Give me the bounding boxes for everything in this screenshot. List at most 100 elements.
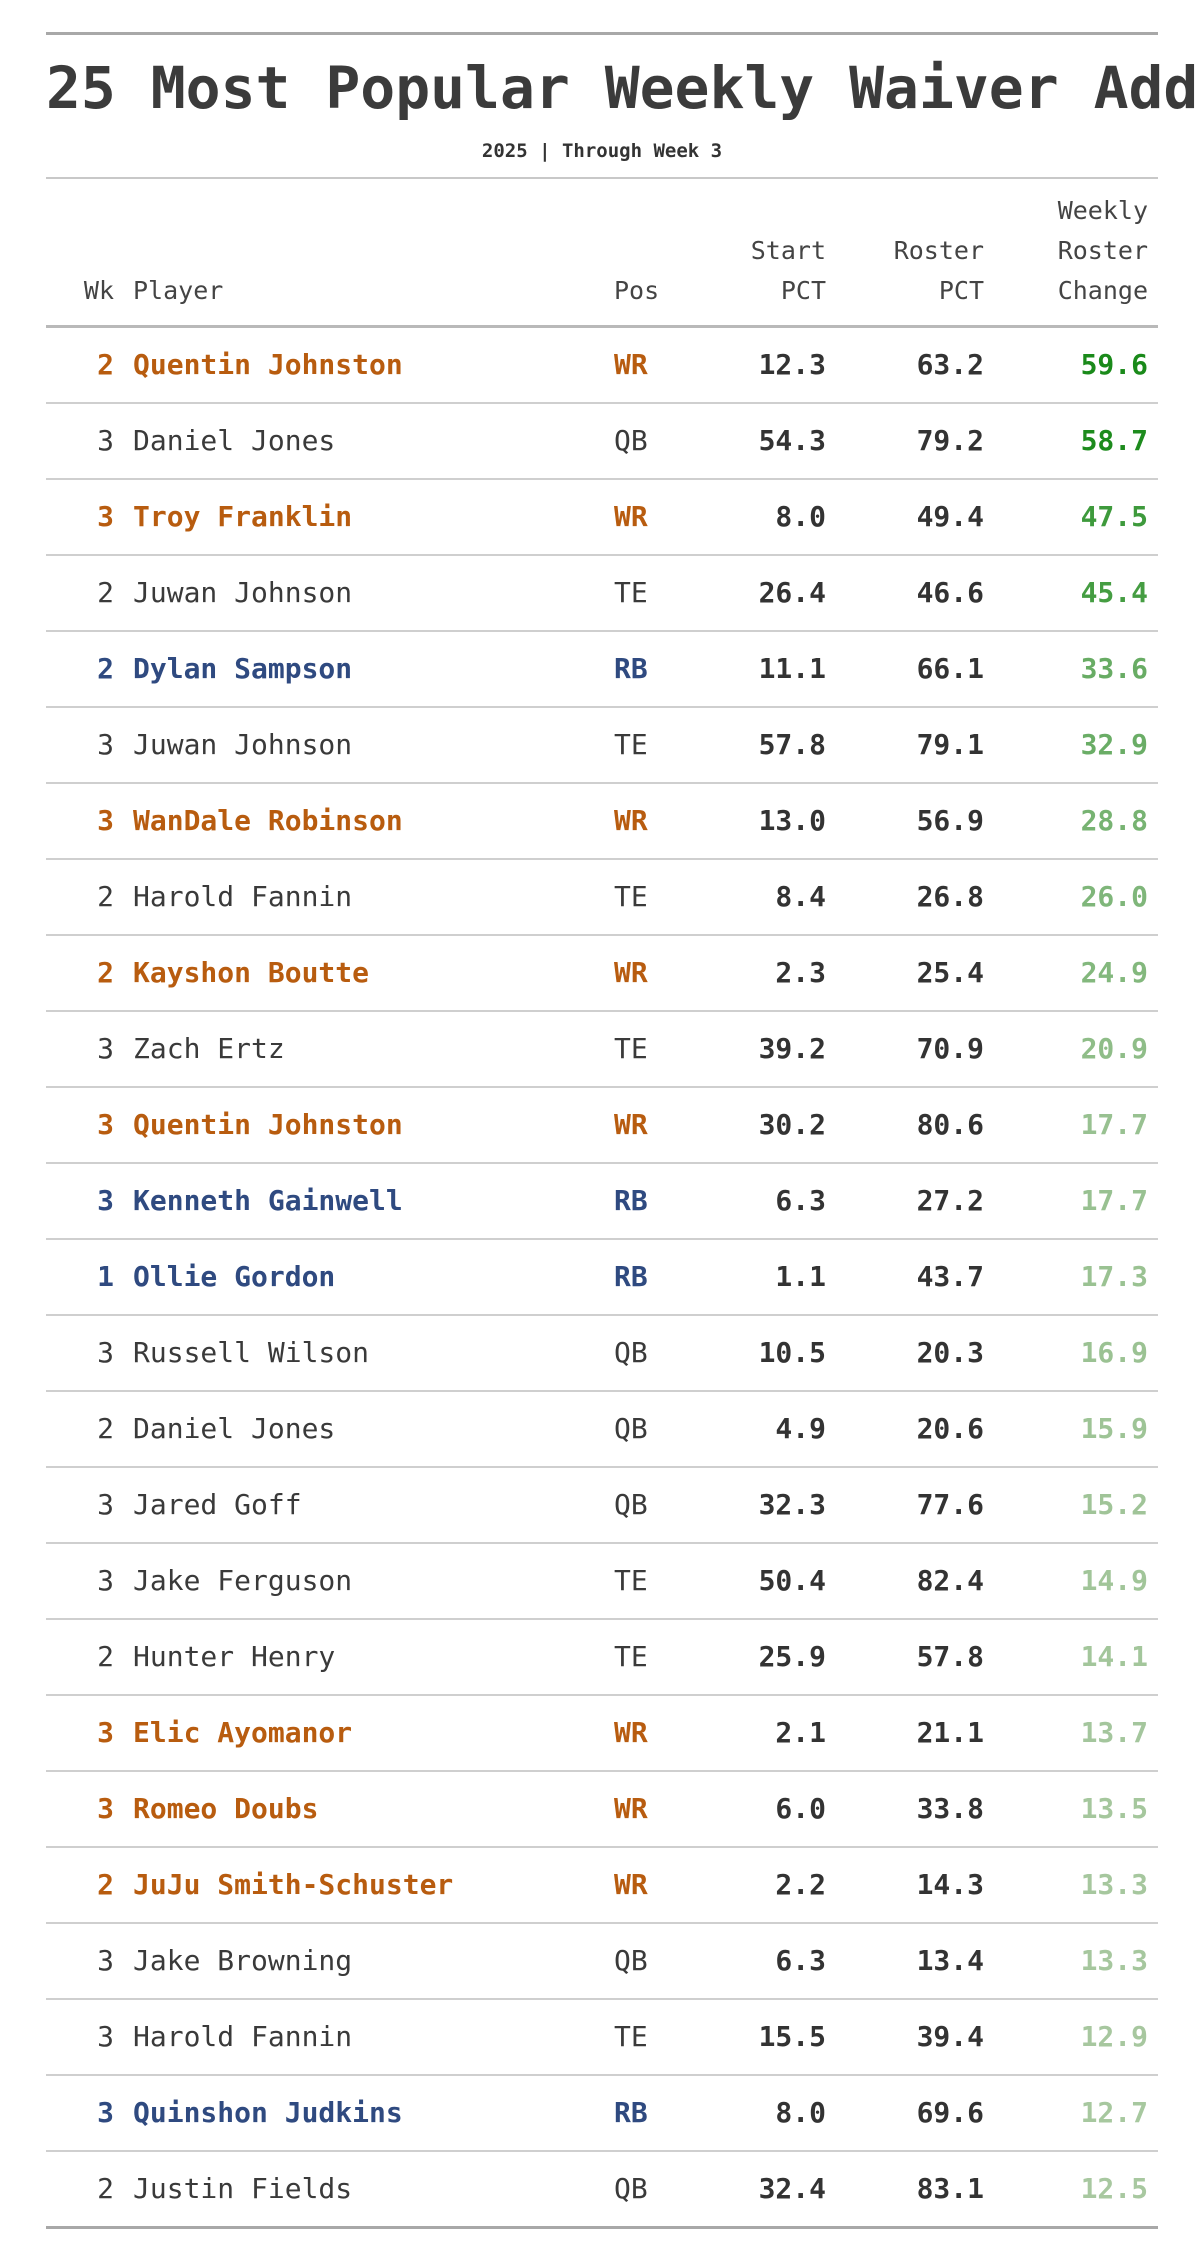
cell-player: Daniel Jones: [133, 1412, 336, 1445]
cell-pos: RB: [614, 652, 648, 685]
cell-roster-change: 16.9: [1080, 1336, 1148, 1369]
cell-player: Dylan Sampson: [133, 652, 353, 685]
table-row: 3 Russell Wilson QB 10.5 20.3 16.9: [46, 1316, 1158, 1392]
cell-roster-pct: 82.4: [916, 1564, 984, 1597]
cell-start-pct: 50.4: [758, 1564, 826, 1597]
cell-roster-change: 13.3: [1080, 1868, 1148, 1901]
table-row: 2 Hunter Henry TE 25.9 57.8 14.1: [46, 1620, 1158, 1696]
cell-start-pct: 30.2: [758, 1108, 826, 1141]
cell-start-pct: 54.3: [758, 424, 826, 457]
cell-roster-change: 47.5: [1080, 500, 1148, 533]
header-roster-line2: PCT: [938, 276, 984, 305]
title-divider: [46, 177, 1158, 179]
header-wk: Wk: [83, 276, 114, 305]
cell-roster-pct: 69.6: [916, 2096, 984, 2129]
cell-start-pct: 32.4: [758, 2172, 826, 2205]
cell-wk: 3: [97, 424, 114, 457]
cell-start-pct: 8.4: [775, 880, 826, 913]
table-row: 3 Jake Browning QB 6.3 13.4 13.3: [46, 1924, 1158, 2000]
cell-wk: 3: [97, 728, 114, 761]
cell-wk: 2: [97, 1640, 114, 1673]
cell-roster-pct: 39.4: [916, 2020, 984, 2053]
cell-player: Juwan Johnson: [133, 576, 353, 609]
table-row: 3 Juwan Johnson TE 57.8 79.1 32.9: [46, 708, 1158, 784]
cell-pos: TE: [614, 2020, 648, 2053]
cell-player: Harold Fannin: [133, 2020, 353, 2053]
cell-pos: TE: [614, 1640, 648, 1673]
cell-roster-change: 24.9: [1080, 956, 1148, 989]
cell-wk: 2: [97, 2172, 114, 2205]
cell-start-pct: 1.1: [775, 1260, 826, 1293]
cell-player: Troy Franklin: [133, 500, 353, 533]
cell-start-pct: 13.0: [758, 804, 826, 837]
cell-wk: 3: [97, 500, 114, 533]
cell-pos: TE: [614, 880, 648, 913]
cell-roster-change: 26.0: [1080, 880, 1148, 913]
cell-pos: WR: [614, 348, 648, 381]
cell-player: Harold Fannin: [133, 880, 353, 913]
cell-start-pct: 8.0: [775, 500, 826, 533]
page-title: 25 Most Popular Weekly Waiver Adds: [46, 54, 1200, 122]
cell-start-pct: 32.3: [758, 1488, 826, 1521]
cell-player: Justin Fields: [133, 2172, 353, 2205]
header-change-line1: Weekly: [1057, 196, 1148, 225]
cell-roster-pct: 79.2: [916, 424, 984, 457]
cell-roster-change: 59.6: [1080, 348, 1148, 381]
table-row: 2 Justin Fields QB 32.4 83.1 12.5: [46, 2152, 1158, 2229]
cell-roster-pct: 21.1: [916, 1716, 984, 1749]
cell-wk: 2: [97, 348, 114, 381]
cell-start-pct: 10.5: [758, 1336, 826, 1369]
cell-roster-change: 32.9: [1080, 728, 1148, 761]
cell-pos: RB: [614, 1184, 648, 1217]
cell-pos: RB: [614, 1260, 648, 1293]
cell-roster-pct: 66.1: [916, 652, 984, 685]
cell-player: Jared Goff: [133, 1488, 302, 1521]
cell-wk: 1: [97, 1260, 114, 1293]
header-change-line2: Roster: [1057, 236, 1148, 265]
cell-player: Ollie Gordon: [133, 1260, 336, 1293]
cell-pos: WR: [614, 500, 648, 533]
header-pos: Pos: [614, 276, 660, 305]
cell-roster-pct: 70.9: [916, 1032, 984, 1065]
table-row: 3 Jared Goff QB 32.3 77.6 15.2: [46, 1468, 1158, 1544]
table-row: 2 Quentin Johnston WR 12.3 63.2 59.6: [46, 328, 1158, 404]
table-row: 2 Juwan Johnson TE 26.4 46.6 45.4: [46, 556, 1158, 632]
cell-wk: 3: [97, 1488, 114, 1521]
table-row: 3 Daniel Jones QB 54.3 79.2 58.7: [46, 404, 1158, 480]
cell-wk: 3: [97, 1032, 114, 1065]
top-rule: [46, 32, 1158, 35]
cell-roster-change: 17.7: [1080, 1108, 1148, 1141]
cell-start-pct: 2.2: [775, 1868, 826, 1901]
cell-roster-pct: 43.7: [916, 1260, 984, 1293]
header-roster-line1: Roster: [893, 236, 984, 265]
cell-wk: 2: [97, 576, 114, 609]
table-row: 3 Elic Ayomanor WR 2.1 21.1 13.7: [46, 1696, 1158, 1772]
cell-pos: WR: [614, 1716, 648, 1749]
cell-roster-change: 13.7: [1080, 1716, 1148, 1749]
cell-roster-pct: 79.1: [916, 728, 984, 761]
table-row: 2 Dylan Sampson RB 11.1 66.1 33.6: [46, 632, 1158, 708]
cell-roster-pct: 27.2: [916, 1184, 984, 1217]
cell-wk: 3: [97, 804, 114, 837]
cell-pos: WR: [614, 1868, 648, 1901]
cell-player: Elic Ayomanor: [133, 1716, 353, 1749]
cell-pos: WR: [614, 804, 648, 837]
table-row: 2 Harold Fannin TE 8.4 26.8 26.0: [46, 860, 1158, 936]
table-row: 3 Quinshon Judkins RB 8.0 69.6 12.7: [46, 2076, 1158, 2152]
cell-pos: WR: [614, 1792, 648, 1825]
cell-player: Kenneth Gainwell: [133, 1184, 403, 1217]
cell-start-pct: 57.8: [758, 728, 826, 761]
cell-roster-change: 12.9: [1080, 2020, 1148, 2053]
cell-start-pct: 8.0: [775, 2096, 826, 2129]
cell-roster-change: 12.7: [1080, 2096, 1148, 2129]
cell-pos: RB: [614, 2096, 648, 2129]
cell-roster-pct: 33.8: [916, 1792, 984, 1825]
cell-pos: WR: [614, 956, 648, 989]
cell-roster-change: 28.8: [1080, 804, 1148, 837]
cell-roster-pct: 80.6: [916, 1108, 984, 1141]
table-row: 3 WanDale Robinson WR 13.0 56.9 28.8: [46, 784, 1158, 860]
cell-roster-pct: 20.6: [916, 1412, 984, 1445]
cell-start-pct: 6.3: [775, 1944, 826, 1977]
cell-roster-change: 13.3: [1080, 1944, 1148, 1977]
cell-roster-change: 14.1: [1080, 1640, 1148, 1673]
